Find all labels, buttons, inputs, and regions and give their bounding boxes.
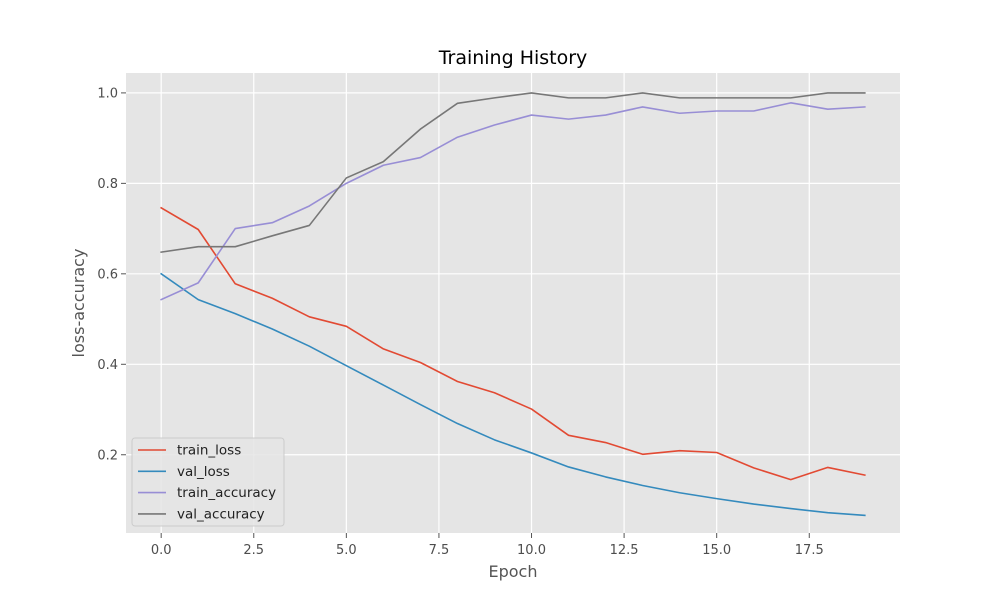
series-line-val-loss [160,272,866,517]
x-ticks: 0.0 2.5 5.0 7.5 10.0 12.5 15.0 17.5 [151,533,824,558]
y-tick-label: 0.6 [97,267,118,282]
legend-items: train_loss val_loss train_accuracy val_accu… [138,443,276,522]
legend-label: train_accuracy [177,485,276,501]
grid [126,73,900,533]
series-line-train-accuracy [160,102,866,301]
x-tick-label: 12.5 [610,543,639,558]
x-tick-label: 7.5 [429,543,450,558]
x-tick-label: 15.0 [702,543,731,558]
series-line-val-accuracy [160,92,866,254]
x-axis-label: Epoch [489,562,538,581]
legend-label: train_loss [177,443,241,459]
y-ticks: 0.2 0.4 0.6 0.8 1.0 [97,86,126,463]
y-tick-label: 1.0 [97,86,118,101]
legend: train_loss val_loss train_accuracy val_accu… [131,437,285,527]
x-tick-label: 17.5 [795,543,824,558]
y-tick-label: 0.2 [97,448,118,463]
y-axis-label: loss-accuracy [69,249,88,358]
legend-box [131,437,285,527]
series-line-train-loss [160,206,866,481]
legend-label: val_accuracy [177,506,265,522]
x-tick-label: 0.0 [151,543,172,558]
series-lines [160,92,866,517]
x-tick-label: 2.5 [243,543,264,558]
legend-label: val_loss [177,464,230,480]
x-tick-label: 5.0 [336,543,357,558]
x-tick-label: 10.0 [517,543,546,558]
chart-title: Training History [438,47,588,69]
y-tick-label: 0.4 [97,358,118,373]
y-tick-label: 0.8 [97,177,118,192]
